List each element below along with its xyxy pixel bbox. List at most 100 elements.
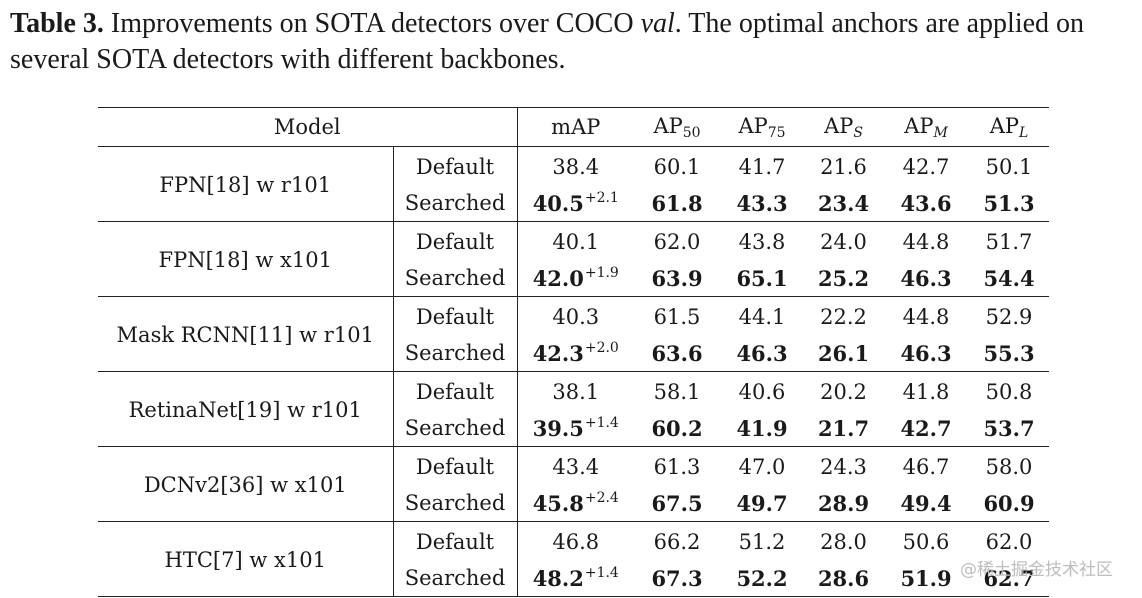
searched-value: 63.9 xyxy=(634,260,721,297)
map-gain: +1.4 xyxy=(584,415,619,431)
default-value: 50.1 xyxy=(985,155,1033,179)
table-row-searched: Searched 48.2+1.4 67.3 52.2 28.6 51.9 62.7 xyxy=(98,560,1050,597)
searched-map-value: 48.2 xyxy=(532,566,584,591)
config-searched: Searched xyxy=(393,260,518,297)
searched-value: 25.2 xyxy=(804,260,884,297)
default-value: 46.7 xyxy=(902,455,950,479)
default-value: 21.6 xyxy=(820,155,867,179)
default-value: 28.0 xyxy=(820,530,867,554)
searched-value: 43.3 xyxy=(720,185,805,222)
model-name: Mask RCNN[11] w r101 xyxy=(98,296,394,372)
searched-value: 62.7 xyxy=(969,560,1050,597)
searched-map: 42.0+1.9 xyxy=(517,260,635,297)
table-row-searched: Searched 45.8+2.4 67.5 49.7 28.9 49.4 60.9 xyxy=(98,485,1050,522)
searched-value: 61.8 xyxy=(634,185,721,222)
config-default: Default xyxy=(393,296,518,335)
header-row: Model mAP AP50 AP75 APS APM APL xyxy=(98,107,1050,147)
config-default: Default xyxy=(393,221,518,260)
config-searched: Searched xyxy=(393,560,518,597)
default-value: 44.1 xyxy=(738,305,786,329)
header-aps: APS xyxy=(804,107,884,147)
results-table: Model mAP AP50 AP75 APS APM APL FPN[18] … xyxy=(98,107,1050,597)
default-value: 58.1 xyxy=(653,380,701,404)
searched-value: 41.9 xyxy=(720,410,805,447)
default-value: 42.7 xyxy=(902,155,950,179)
table-row-searched: Searched 40.5+2.1 61.8 43.3 23.4 43.6 51.3 xyxy=(98,185,1050,222)
config-searched: Searched xyxy=(393,185,518,222)
searched-map-value: 39.5 xyxy=(532,416,584,441)
table-row-default: DCNv2[36] w x101 Default 43.4 61.3 47.0 24.3 4… xyxy=(98,446,1049,522)
default-value: 44.8 xyxy=(902,230,950,254)
map-gain: +2.0 xyxy=(584,340,619,356)
default-value: 40.3 xyxy=(552,305,600,329)
default-value: 22.2 xyxy=(820,305,867,329)
searched-value: 54.4 xyxy=(969,260,1050,297)
searched-value: 21.7 xyxy=(804,410,884,447)
searched-value: 51.3 xyxy=(969,185,1050,222)
searched-map: 48.2+1.4 xyxy=(517,560,635,597)
config-default: Default xyxy=(393,371,518,410)
searched-value: 28.9 xyxy=(804,485,884,522)
default-value: 24.0 xyxy=(820,230,867,254)
table-caption: Table 3. Improvements on SOTA detectors … xyxy=(10,6,1138,78)
header-ap50: AP50 xyxy=(634,107,721,147)
searched-value: 65.1 xyxy=(720,260,805,297)
searched-map: 45.8+2.4 xyxy=(517,485,635,522)
default-value: 60.1 xyxy=(653,155,701,179)
searched-value: 23.4 xyxy=(804,185,884,222)
table-row-default: FPN[18] w x101 Default 40.1 62.0 43.8 24.0 44.… xyxy=(98,221,1049,297)
config-default: Default xyxy=(393,446,518,485)
model-name: FPN[18] w r101 xyxy=(98,146,394,222)
searched-value: 43.6 xyxy=(883,185,970,222)
default-value: 62.0 xyxy=(985,530,1033,554)
default-value: 58.0 xyxy=(985,455,1033,479)
searched-value: 46.3 xyxy=(720,335,805,372)
default-value: 47.0 xyxy=(738,455,786,479)
default-value: 41.7 xyxy=(738,155,786,179)
searched-value: 53.7 xyxy=(969,410,1050,447)
default-value: 44.8 xyxy=(902,305,950,329)
model-name: HTC[7] w x101 xyxy=(98,521,394,597)
table-row-searched: Searched 42.3+2.0 63.6 46.3 26.1 46.3 55.3 xyxy=(98,335,1050,372)
model-name: DCNv2[36] w x101 xyxy=(98,446,394,522)
map-gain: +2.4 xyxy=(584,490,619,506)
searched-value: 46.3 xyxy=(883,260,970,297)
searched-map-value: 42.0 xyxy=(532,266,584,291)
searched-map: 40.5+2.1 xyxy=(517,185,635,222)
table-row-default: Mask RCNN[11] w r101 Default 40.3 61.5 44.1 2… xyxy=(98,296,1049,372)
default-value: 20.2 xyxy=(820,380,867,404)
default-value: 40.1 xyxy=(552,230,600,254)
map-gain: +2.1 xyxy=(584,190,619,206)
caption-italic: val xyxy=(640,8,675,39)
searched-value: 60.2 xyxy=(634,410,721,447)
header-apm: APM xyxy=(883,107,970,147)
searched-value: 49.4 xyxy=(883,485,970,522)
header-apl: APL xyxy=(969,107,1050,147)
default-value: 61.5 xyxy=(653,305,701,329)
searched-value: 42.7 xyxy=(883,410,970,447)
default-value: 43.8 xyxy=(738,230,786,254)
model-name: RetinaNet[19] w r101 xyxy=(98,371,394,447)
watermark: @稀土掘金技术社区 xyxy=(960,560,1113,580)
config-default: Default xyxy=(393,521,518,560)
searched-map-value: 42.3 xyxy=(532,341,584,366)
map-gain: +1.4 xyxy=(584,565,619,581)
config-default: Default xyxy=(393,146,518,185)
config-searched: Searched xyxy=(393,335,518,372)
caption-text-after: . The optimal anchors are applied on sev… xyxy=(10,8,1085,75)
model-name: FPN[18] w x101 xyxy=(98,221,394,297)
default-value: 38.1 xyxy=(552,380,600,404)
default-value: 51.2 xyxy=(738,530,786,554)
header-map: mAP xyxy=(517,107,635,147)
default-value: 50.6 xyxy=(902,530,950,554)
searched-map: 39.5+1.4 xyxy=(517,410,635,447)
default-value: 52.9 xyxy=(985,305,1033,329)
header-model: Model xyxy=(98,107,518,147)
default-value: 40.6 xyxy=(738,380,786,404)
table-row-searched: Searched 42.0+1.9 63.9 65.1 25.2 46.3 54.4 xyxy=(98,260,1050,297)
default-value: 51.7 xyxy=(985,230,1033,254)
default-value: 62.0 xyxy=(653,230,701,254)
config-searched: Searched xyxy=(393,410,518,447)
searched-value: 46.3 xyxy=(883,335,970,372)
caption-text-before: Improvements on SOTA detectors over COCO xyxy=(103,8,641,39)
